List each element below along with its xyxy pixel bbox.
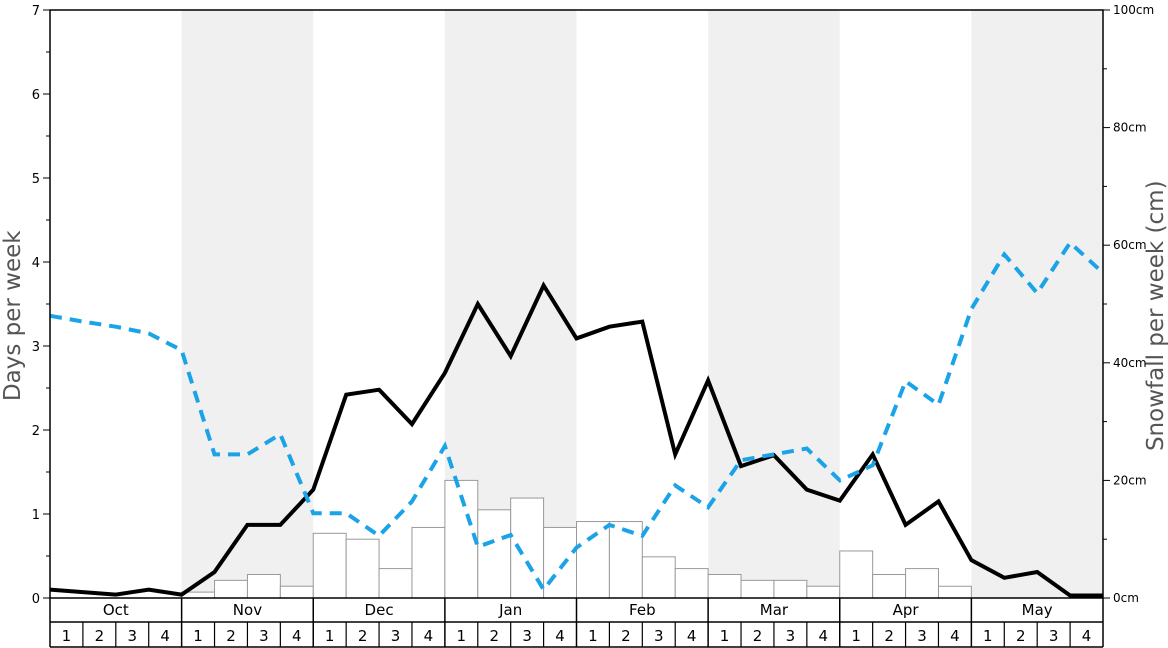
week-label: 1 (193, 627, 203, 645)
month-shade-mar (708, 10, 840, 598)
right-tick-label: 0cm (1113, 591, 1139, 605)
left-tick-label: 6 (32, 88, 40, 103)
month-label: Mar (760, 601, 789, 619)
month-shade-may (971, 10, 1103, 598)
month-label: Feb (629, 601, 656, 619)
snowfall-bar (477, 509, 512, 599)
snowfall-bar (312, 532, 347, 599)
right-tick-label: 80cm (1113, 121, 1147, 135)
snowfall-bar (740, 579, 775, 599)
week-label: 3 (127, 627, 137, 645)
week-label: 3 (259, 627, 269, 645)
week-label: 3 (654, 627, 664, 645)
month-label: Dec (365, 601, 394, 619)
snowfall-bar (279, 585, 314, 599)
snowfall-bar (378, 568, 413, 599)
week-label: 1 (983, 627, 993, 645)
week-label: 3 (522, 627, 532, 645)
left-tick-label: 7 (32, 4, 40, 19)
week-label: 1 (457, 627, 467, 645)
snowfall-dashed-line (49, 239, 1105, 594)
snowfall-bar (345, 538, 380, 599)
week-label: 4 (950, 627, 960, 645)
right-tick-label: 60cm (1113, 238, 1147, 252)
snowfall-bar (608, 521, 643, 599)
right-tick-label: 20cm (1113, 473, 1147, 487)
month-label: May (1022, 601, 1053, 619)
snowfall-bar (937, 585, 972, 599)
week-label: 2 (621, 627, 631, 645)
week-label: 4 (687, 627, 697, 645)
week-label: 2 (226, 627, 236, 645)
month-label: Nov (233, 601, 262, 619)
right-axis-title: Snowfall per week (cm) (1143, 180, 1168, 451)
week-label: 2 (489, 627, 499, 645)
snowfall-bar (773, 579, 808, 599)
month-label: Apr (893, 601, 920, 619)
week-label: 3 (1049, 627, 1059, 645)
snowfall-bar (839, 550, 874, 599)
week-label: 1 (62, 627, 72, 645)
week-label: 1 (851, 627, 861, 645)
left-tick-label: 3 (32, 340, 40, 355)
week-label: 2 (884, 627, 894, 645)
snowfall-bar (806, 585, 841, 599)
left-tick-label: 4 (32, 256, 40, 271)
week-label: 4 (819, 627, 829, 645)
month-label: Oct (103, 601, 129, 619)
snowfall-bar (707, 573, 742, 599)
month-shade-nov (181, 10, 314, 598)
snowfall-bar (411, 526, 446, 599)
week-label: 2 (358, 627, 368, 645)
week-label: 3 (391, 627, 401, 645)
snowfall-bar (641, 556, 676, 599)
week-label: 4 (1082, 627, 1092, 645)
week-label: 4 (292, 627, 302, 645)
snowfall-bar (214, 579, 248, 599)
snowfall-bar (872, 573, 907, 599)
week-label: 4 (160, 627, 170, 645)
left-tick-label: 1 (32, 508, 40, 523)
days-line (49, 281, 1103, 598)
snowfall-bar (576, 521, 610, 599)
snowfall-bar (674, 568, 709, 599)
week-label: 1 (720, 627, 730, 645)
week-label: 2 (95, 627, 105, 645)
month-label: Jan (498, 601, 522, 619)
week-label: 1 (325, 627, 335, 645)
snowfall-bar (246, 573, 281, 599)
week-label: 3 (917, 627, 927, 645)
week-label: 4 (555, 627, 565, 645)
right-tick-label: 40cm (1113, 356, 1147, 370)
week-label: 2 (753, 627, 763, 645)
left-axis-title: Days per week (0, 230, 26, 401)
snowfall-bar (543, 526, 577, 599)
left-tick-label: 0 (32, 592, 40, 607)
left-tick-label: 2 (32, 424, 40, 439)
left-tick-label: 5 (32, 172, 40, 187)
week-label: 3 (786, 627, 796, 645)
week-label: 4 (424, 627, 434, 645)
week-label: 1 (588, 627, 598, 645)
snowfall-bar (905, 568, 939, 599)
right-tick-label: 100cm (1113, 3, 1154, 17)
week-label: 2 (1016, 627, 1026, 645)
